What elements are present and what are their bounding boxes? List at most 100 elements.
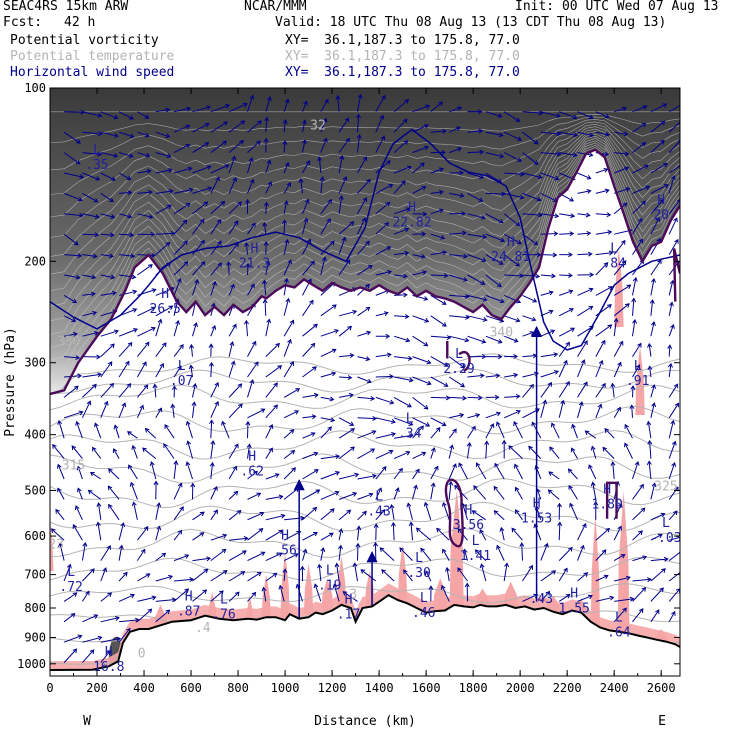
stratosphere-isentrope: [50, 133, 680, 307]
wind-arrow: [485, 315, 504, 322]
wind-arrow: [320, 199, 332, 215]
wind-arrowhead: [498, 218, 504, 224]
wind-arrow: [302, 507, 317, 521]
wind-arrow: [82, 233, 99, 236]
wind-arrowhead: [569, 197, 575, 202]
wind-arrow: [57, 464, 65, 480]
wind-arrowhead: [568, 546, 573, 552]
wind-arrowhead: [497, 339, 503, 344]
wind-arrow: [173, 219, 187, 235]
wind-arrow: [118, 594, 135, 602]
wind-arrow: [540, 382, 552, 398]
wind-arrowhead: [199, 532, 205, 537]
wind-arrowhead: [651, 384, 656, 389]
wind-arrow: [173, 554, 189, 562]
wind-arrow: [228, 103, 248, 113]
wind-arrow: [119, 191, 132, 194]
wind-arrow: [283, 182, 291, 194]
wind-arrowhead: [423, 405, 429, 410]
wind-arrow: [515, 509, 523, 521]
wind-arrowhead: [545, 590, 551, 596]
wind-arrow: [558, 568, 568, 582]
wind-arrowhead: [275, 342, 280, 348]
wind-arrowhead: [93, 197, 99, 203]
wind-arrowhead: [670, 419, 676, 425]
wind-arrow: [357, 430, 376, 439]
wind-arrow: [624, 443, 633, 459]
wind-arrowhead: [102, 567, 108, 573]
wind-arrowhead: [188, 187, 194, 193]
wind-arrowhead: [339, 154, 345, 160]
wind-arrowhead: [75, 355, 81, 361]
wind-arrowhead: [134, 617, 140, 623]
wind-arrow: [632, 556, 647, 562]
wind-arrow: [559, 213, 575, 217]
wind-arrowhead: [109, 253, 114, 259]
wind-arrowhead: [284, 277, 289, 283]
wind-arrowhead: [128, 153, 134, 158]
wind-arrowhead: [324, 98, 329, 104]
wind-arrow: [192, 322, 197, 337]
wind-arrowhead: [109, 382, 115, 388]
x-tick-label: 1800: [459, 681, 488, 695]
wind-arrowhead: [313, 469, 319, 474]
wind-arrowhead: [103, 400, 109, 406]
wind-arrow: [247, 421, 249, 439]
wind-arrow: [394, 376, 413, 382]
wind-arrowhead: [77, 253, 83, 259]
wind-arrowhead: [482, 234, 488, 240]
wind-arrow: [559, 290, 573, 296]
wind-arrow: [283, 200, 288, 214]
wind-arrowhead: [617, 525, 622, 531]
wind-arrowhead: [624, 303, 630, 308]
wind-arrowhead: [237, 383, 243, 389]
wind-arrowhead: [536, 252, 542, 258]
extremum-symbol: L: [420, 591, 428, 606]
wind-arrowhead: [441, 501, 447, 507]
wind-arrowhead: [217, 240, 222, 246]
wind-arrow: [632, 364, 640, 378]
wind-arrow: [540, 172, 559, 180]
wind-arrow: [503, 152, 522, 162]
wind-arrow: [302, 432, 315, 439]
wind-arrow: [375, 95, 386, 113]
wind-arrow: [548, 489, 560, 500]
extremum-symbol: L: [220, 593, 228, 608]
wind-arrowhead: [92, 253, 98, 259]
wind-arrowhead: [651, 321, 656, 326]
wind-arrow: [279, 585, 285, 602]
wind-arrow: [357, 475, 376, 480]
wind-arrowhead: [284, 98, 290, 104]
wind-arrow: [577, 595, 593, 602]
wind-arrowhead: [283, 200, 289, 206]
extremum-value: .62: [240, 465, 263, 480]
wind-arrowhead: [233, 490, 239, 496]
wind-arrowhead: [289, 429, 295, 434]
wind-arrowhead: [177, 529, 183, 535]
wind-arrowhead: [419, 425, 424, 431]
wind-arrow: [430, 274, 448, 277]
wind-arrow: [393, 208, 410, 215]
wind-arrow: [650, 558, 668, 562]
wind-arrow: [190, 344, 193, 357]
wind-arrow: [528, 446, 542, 459]
wind-arrow: [650, 184, 669, 194]
wind-arrow: [245, 242, 248, 255]
x-axis-label: Distance (km): [314, 714, 416, 729]
wind-arrow: [632, 259, 644, 276]
wind-arrow: [577, 288, 593, 296]
wind-arrow: [100, 637, 121, 643]
wind-arrow: [265, 552, 283, 562]
wind-arrowhead: [383, 311, 389, 316]
wind-arrowhead: [532, 298, 538, 303]
wind-arrowhead: [310, 260, 315, 266]
wind-arrow: [247, 120, 262, 133]
wind-arrow: [467, 426, 476, 439]
wind-arrowhead: [240, 120, 246, 125]
wind-arrow: [228, 341, 234, 357]
wind-arrow: [467, 374, 484, 378]
wind-arrowhead: [218, 590, 224, 596]
wind-arrow: [155, 407, 162, 419]
wind-arrow: [503, 254, 520, 267]
wind-arrow: [100, 343, 115, 357]
